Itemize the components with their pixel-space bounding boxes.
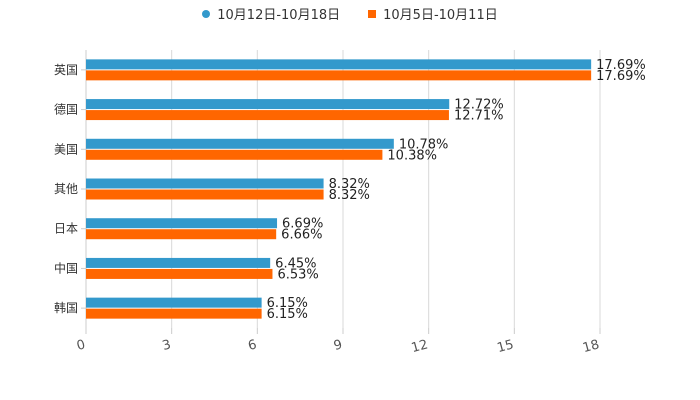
bar — [86, 218, 278, 229]
x-tick-label: 12 — [410, 337, 430, 356]
data-label: 17.69% — [596, 58, 646, 73]
bar — [86, 297, 262, 308]
bar — [86, 138, 394, 149]
y-category-label: 美国 — [54, 142, 78, 156]
bar — [86, 189, 324, 200]
data-label: 12.71% — [454, 109, 504, 124]
x-tick-label: 15 — [496, 337, 516, 356]
data-label: 10.78% — [399, 137, 449, 152]
data-label: 8.32% — [329, 177, 370, 192]
y-category-label: 德国 — [54, 102, 78, 117]
data-label: 6.66% — [281, 228, 322, 243]
data-label: 6.45% — [275, 256, 316, 271]
bar — [86, 110, 449, 121]
data-label: 6.15% — [267, 307, 308, 322]
legend-label-series-1: 10月12日-10月18日 — [217, 8, 341, 23]
x-tick-label: 18 — [581, 337, 601, 356]
x-tick-label: 6 — [246, 337, 258, 354]
chart-legend: 10月12日-10月18日 10月5日-10月11日 — [0, 4, 700, 23]
legend-item-series-2[interactable]: 10月5日-10月11日 — [368, 4, 498, 23]
x-tick-label: 3 — [161, 337, 173, 354]
y-category-label: 韩国 — [54, 300, 78, 315]
bar — [86, 149, 383, 160]
data-label: 10.38% — [387, 148, 437, 163]
bar — [86, 229, 277, 240]
bar — [86, 178, 324, 189]
x-tick-label: 9 — [332, 337, 344, 354]
legend-item-series-1[interactable]: 10月12日-10月18日 — [202, 4, 340, 23]
data-label: 6.53% — [277, 267, 318, 282]
bar — [86, 308, 262, 319]
y-category-label: 其他 — [54, 182, 78, 196]
legend-label-series-2: 10月5日-10月11日 — [383, 8, 498, 23]
y-category-label: 日本 — [54, 222, 78, 236]
legend-square-marker-icon — [368, 9, 377, 18]
data-label: 12.72% — [454, 98, 504, 113]
data-label: 6.15% — [267, 296, 308, 311]
bar — [86, 70, 592, 81]
y-category-label: 英国 — [54, 63, 78, 77]
bar — [86, 59, 592, 70]
bar — [86, 257, 271, 268]
data-label: 8.32% — [329, 188, 370, 203]
data-label: 6.69% — [282, 217, 323, 232]
data-label: 17.69% — [596, 69, 646, 84]
x-tick-label: 0 — [75, 337, 87, 354]
bar — [86, 268, 273, 279]
bar — [86, 99, 450, 110]
y-category-label: 中国 — [54, 260, 78, 275]
legend-circle-marker-icon — [202, 9, 211, 18]
